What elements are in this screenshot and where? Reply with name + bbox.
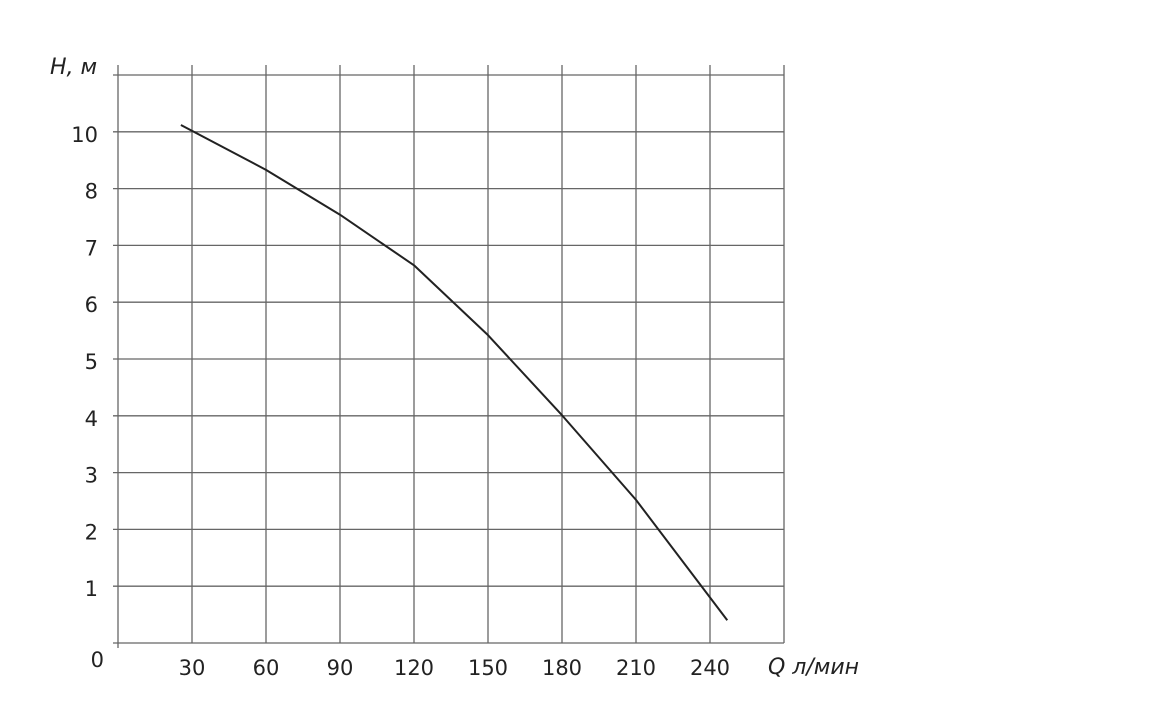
x-axis-title: Q л/мин xyxy=(768,655,859,680)
y-tick-label: 3 xyxy=(85,464,98,488)
curve xyxy=(180,124,729,621)
y-tick-label: 4 xyxy=(85,407,98,431)
x-tick-label: 210 xyxy=(616,656,656,680)
x-tick-label: 180 xyxy=(542,656,582,680)
y-tick-label: 5 xyxy=(85,350,98,374)
y-tick-label: 0 xyxy=(91,648,104,672)
x-tick-label: 120 xyxy=(394,656,434,680)
y-tick-label: 2 xyxy=(85,520,98,544)
y-tick-label: 8 xyxy=(85,180,98,204)
y-tick-label: 1 xyxy=(85,577,98,601)
x-tick-label: 60 xyxy=(253,656,280,680)
y-axis-title: H, м xyxy=(50,55,97,80)
y-tick-label: 6 xyxy=(85,293,98,317)
y-tick-label: 10 xyxy=(71,123,98,147)
x-tick-label: 240 xyxy=(690,656,730,680)
y-tick-label: 7 xyxy=(85,236,98,260)
x-tick-label: 90 xyxy=(327,656,354,680)
x-tick-label: 150 xyxy=(468,656,508,680)
x-tick-label: 30 xyxy=(179,656,206,680)
